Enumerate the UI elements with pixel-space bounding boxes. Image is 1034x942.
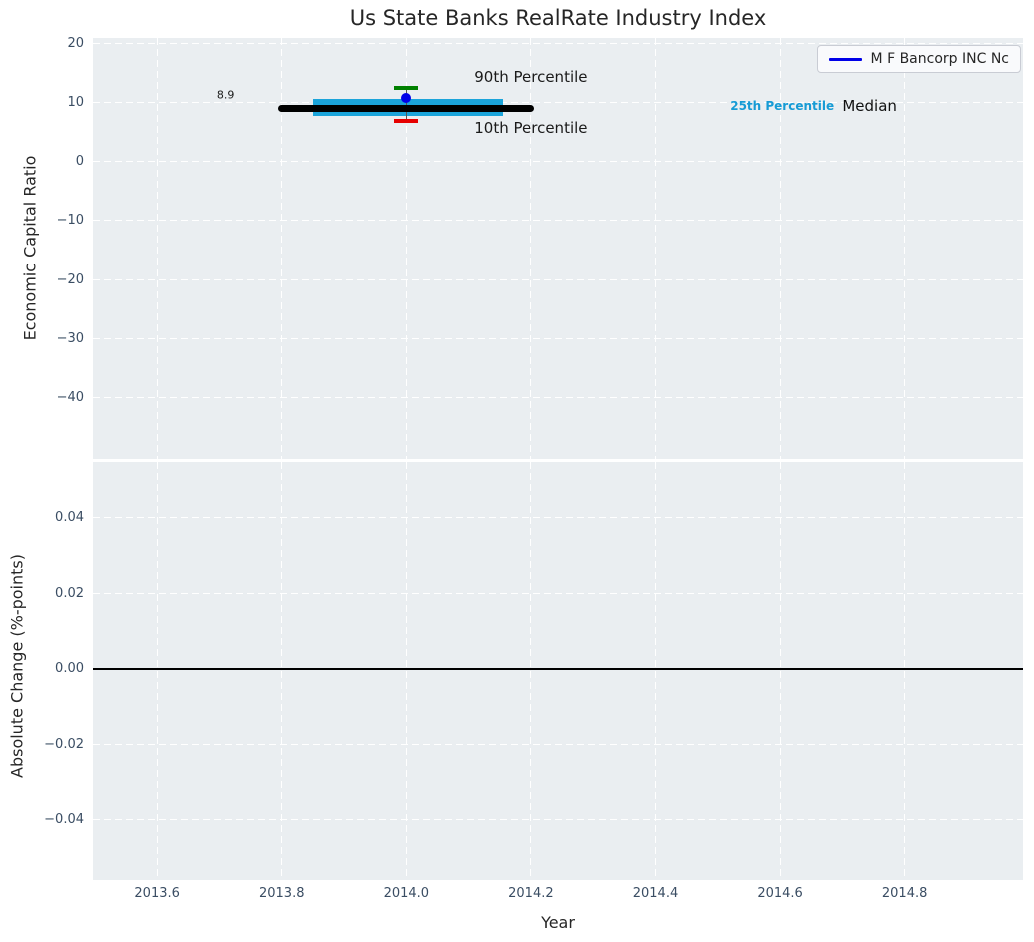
y-tick-label: −0.02 xyxy=(44,736,84,752)
grid-line-horizontal xyxy=(93,819,1023,821)
x-tick-label: 2014.6 xyxy=(757,886,803,901)
company-dot xyxy=(401,93,412,104)
grid-line-vertical xyxy=(904,38,906,459)
y-tick-label: 0.00 xyxy=(55,661,84,677)
grid-line-horizontal xyxy=(93,396,1023,398)
grid-line-vertical xyxy=(530,462,532,880)
bottom-axes xyxy=(93,462,1023,880)
annotation-90th-percentile: 90th Percentile xyxy=(474,67,588,86)
x-tick-label: 2013.8 xyxy=(258,886,305,901)
grid-line-horizontal xyxy=(93,42,1023,44)
y-tick-label: −10 xyxy=(56,212,84,228)
zero-line xyxy=(93,667,1023,670)
grid-line-vertical xyxy=(779,462,781,880)
legend-line-icon xyxy=(828,57,862,61)
grid-line-vertical xyxy=(779,38,781,459)
annotation-median: Median xyxy=(842,96,897,115)
x-tick-label: 2013.6 xyxy=(134,886,180,901)
y-tick-label: −40 xyxy=(56,389,84,405)
whisker-line xyxy=(405,88,408,122)
top-axes: 90th Percentile 10th Percentile 8.9 25th Pe… xyxy=(93,38,1023,459)
grid-line-vertical xyxy=(904,462,906,880)
annotation-10th-percentile: 10th Percentile xyxy=(474,119,588,138)
grid-line-vertical xyxy=(156,462,158,880)
cap-90th-percentile xyxy=(394,86,419,90)
grid-line-vertical xyxy=(654,38,656,459)
grid-line-horizontal xyxy=(93,278,1023,280)
grid-line-vertical xyxy=(281,462,283,880)
annotation-25th-percentile: 25th Percentile xyxy=(730,98,835,113)
y-tick-label: 0.04 xyxy=(55,510,84,526)
grid-line-horizontal xyxy=(93,592,1023,594)
grid-line-vertical xyxy=(530,38,532,459)
grid-line-vertical xyxy=(156,38,158,459)
annotation-8-9: 8.9 xyxy=(216,88,235,102)
chart-title: Us State Banks RealRate Industry Index xyxy=(349,6,767,30)
median-line xyxy=(278,105,535,113)
y-tick-label: 10 xyxy=(67,94,84,110)
grid-line-vertical xyxy=(654,462,656,880)
grid-line-horizontal xyxy=(93,160,1023,162)
grid-line-horizontal xyxy=(93,517,1023,519)
grid-line-horizontal xyxy=(93,337,1023,339)
grid-line-vertical xyxy=(405,38,407,459)
grid-line-vertical xyxy=(281,38,283,459)
y-tick-label: −20 xyxy=(56,271,84,287)
x-tick-label: 2014.2 xyxy=(508,886,554,901)
grid-line-vertical xyxy=(405,462,407,880)
y-tick-label: 20 xyxy=(67,35,84,51)
x-axis-label: Year xyxy=(541,913,575,932)
cap-10th-percentile xyxy=(394,119,419,123)
x-tick-label: 2014.4 xyxy=(632,886,679,901)
x-tick-label: 2014.0 xyxy=(383,886,430,901)
grid-line-horizontal xyxy=(93,743,1023,745)
grid-line-horizontal xyxy=(93,219,1023,221)
x-tick-label: 2014.8 xyxy=(881,886,928,901)
y-axis-label-top: Economic Capital Ratio xyxy=(20,155,40,341)
legend: M F Bancorp INC Nc xyxy=(816,45,1021,73)
y-tick-label: −30 xyxy=(56,330,84,346)
y-tick-label: 0.02 xyxy=(55,585,84,601)
y-tick-label: −0.04 xyxy=(44,812,84,828)
legend-label: M F Bancorp INC Nc xyxy=(870,51,1009,67)
grid-line-horizontal xyxy=(93,101,1023,103)
y-tick-label: 0 xyxy=(75,153,84,169)
